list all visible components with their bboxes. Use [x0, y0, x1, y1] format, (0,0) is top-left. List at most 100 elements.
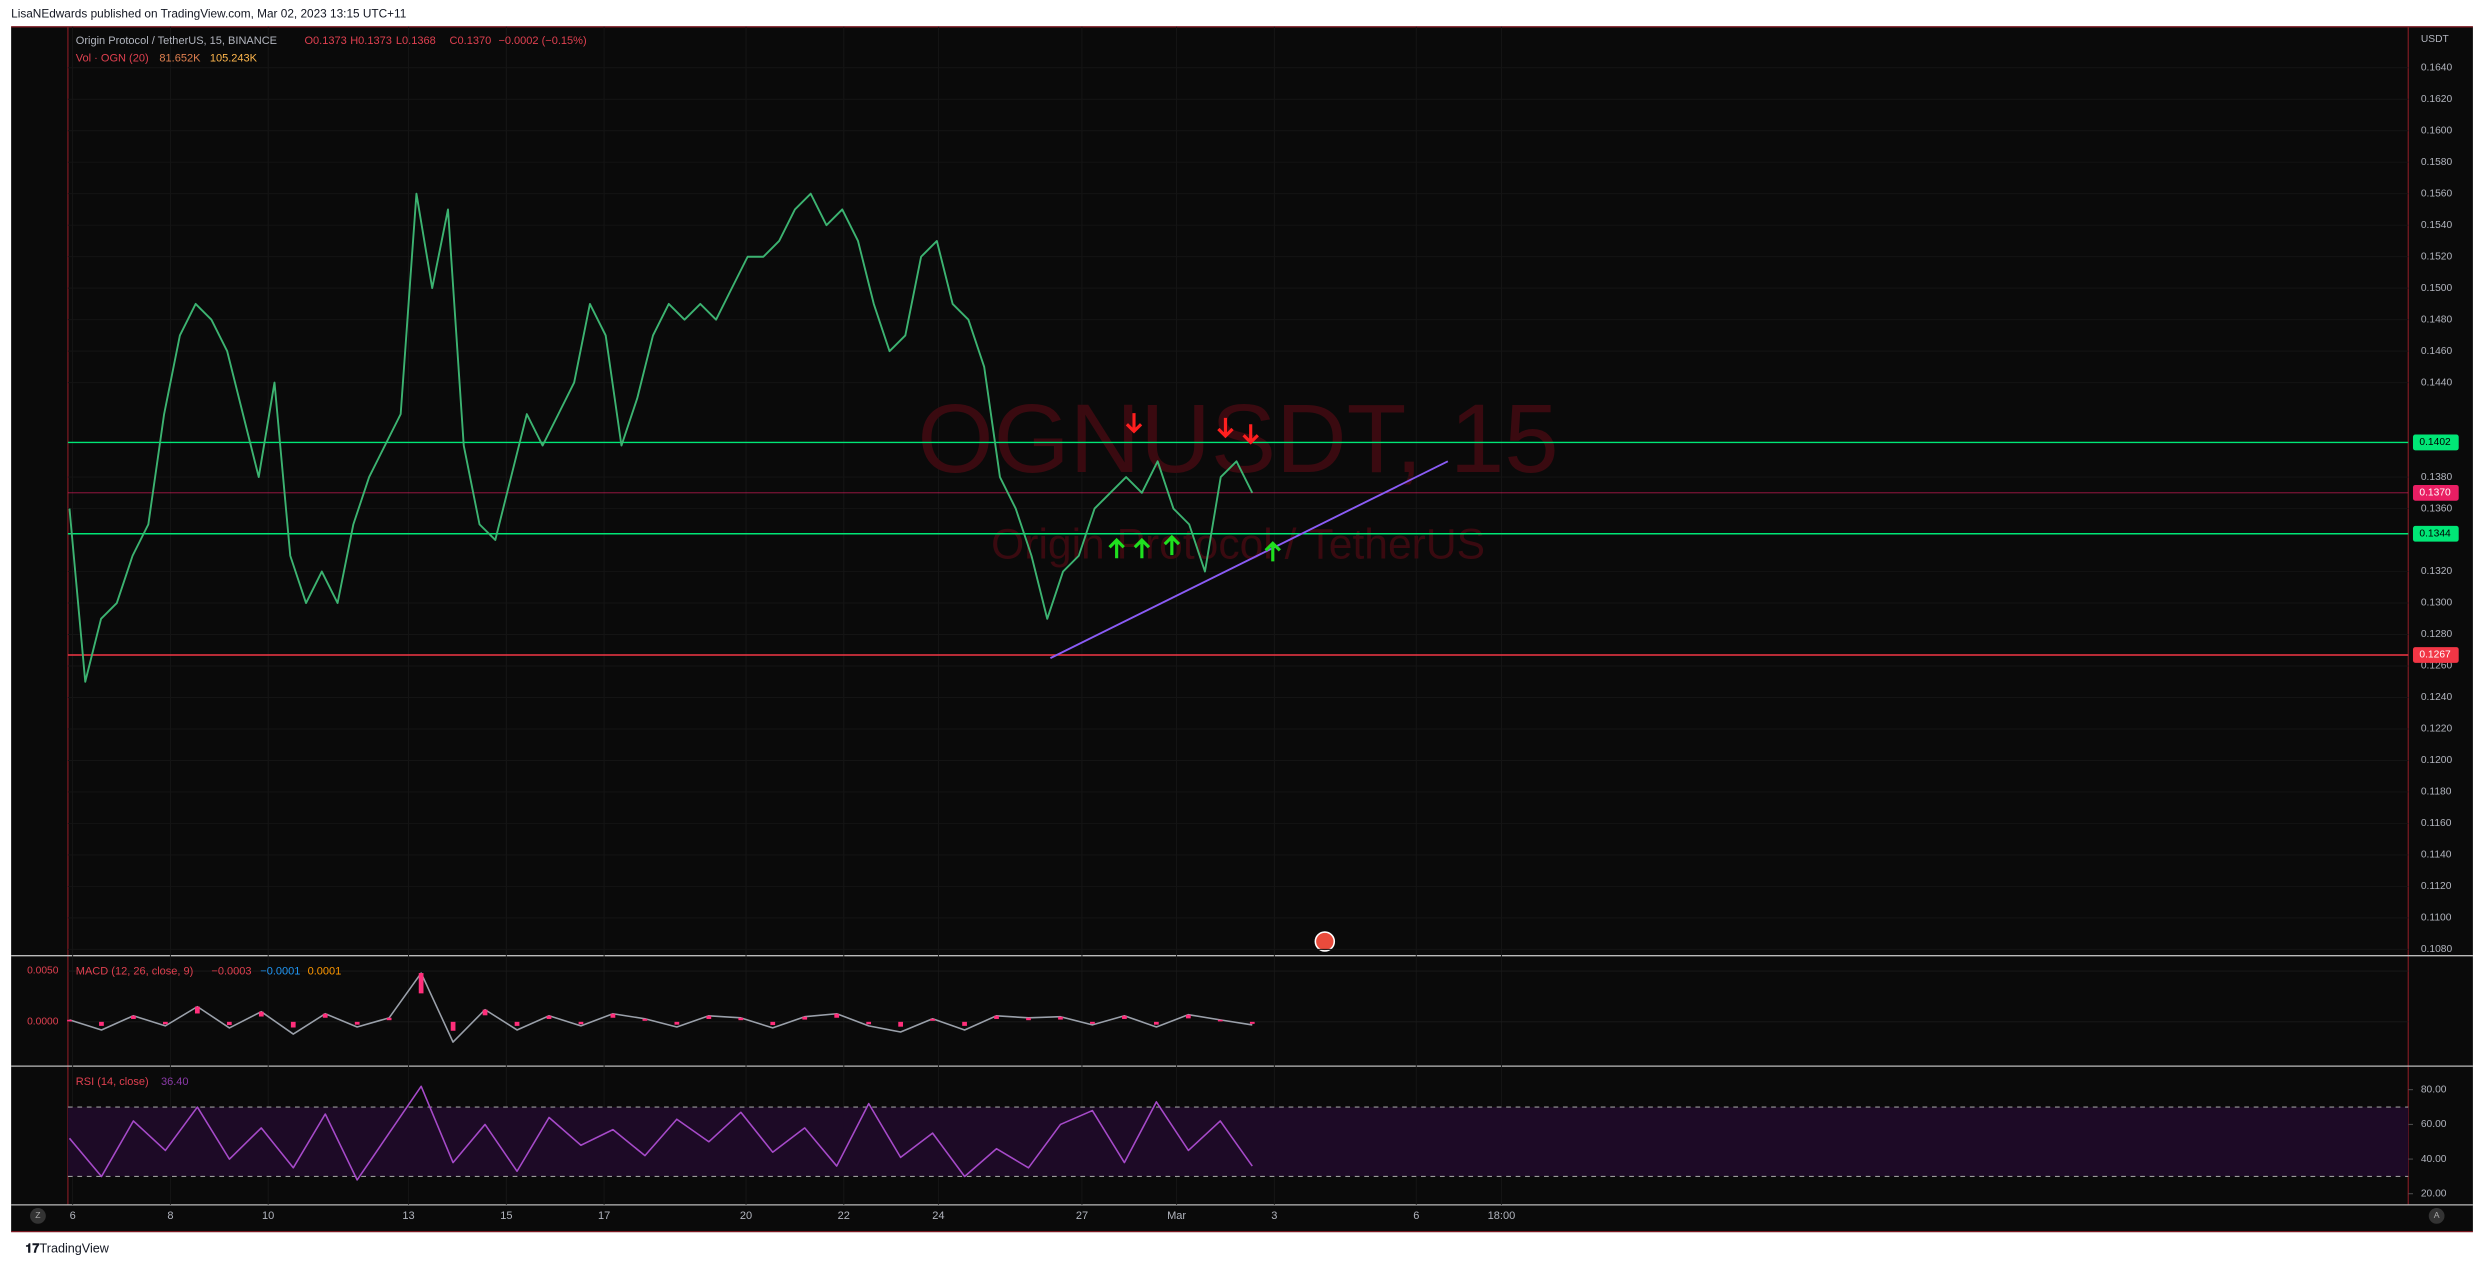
support-arrow: [1163, 534, 1181, 556]
auto-scale-button[interactable]: [2428, 1208, 2445, 1224]
publish-header: LisaNEdwards published on TradingView.co…: [11, 6, 406, 20]
macd-histogram-bar: [354, 1021, 360, 1025]
zoom-icon[interactable]: Z: [35, 1210, 41, 1220]
event-marker[interactable]: [1314, 931, 1336, 952]
x-tick-label: 6: [1413, 1210, 1419, 1222]
level-price-tag: [2412, 434, 2459, 451]
legend-text: −0.0002 (−0.15%): [498, 35, 586, 47]
y-tick-label: 0.1320: [2421, 566, 2453, 577]
legend-text: 81.652K: [159, 52, 201, 64]
rsi-tick-label: 80.00: [2421, 1084, 2447, 1095]
y-tick-label: 0.1260: [2421, 661, 2453, 672]
level-price-tag: [2412, 647, 2459, 663]
legend-text: O0.1373: [304, 35, 346, 47]
macd-histogram-bar: [258, 1011, 264, 1017]
macd-histogram-bar: [1026, 1017, 1031, 1021]
x-tick-label: 27: [1076, 1210, 1088, 1222]
level-price-label: 0.1344: [2419, 528, 2451, 539]
macd-histogram-bar: [898, 1021, 903, 1027]
macd-histogram-bar: [99, 1021, 104, 1026]
data-line: [68, 192, 1254, 683]
y-tick-label: 0.1640: [2421, 62, 2453, 73]
macd-histogram-bar: [163, 1021, 168, 1025]
level-price-label: 0.1370: [2419, 488, 2451, 499]
macd-histogram-bar: [194, 1006, 200, 1014]
rsi-tick-label: 60.00: [2421, 1119, 2447, 1130]
macd-histogram-bar: [1249, 1021, 1255, 1024]
macd-legend: −0.0001: [260, 965, 300, 977]
support-arrow: [1133, 537, 1151, 559]
macd-histogram-bar: [514, 1021, 520, 1026]
macd-histogram-bar: [386, 1017, 392, 1021]
currency-label: USDT: [2421, 34, 2450, 45]
watermark-name: Origin Protocol / TetherUS: [991, 520, 1485, 568]
y-tick-label: 0.1380: [2421, 472, 2453, 483]
y-tick-label: 0.1520: [2421, 251, 2453, 262]
watermark-symbol: OGNUSDT, 15: [918, 383, 1559, 493]
macd-histogram-bar: [226, 1021, 232, 1026]
macd-histogram-bar: [482, 1009, 488, 1016]
macd-histogram-bar: [1217, 1019, 1223, 1022]
macd-histogram-bar: [610, 1013, 616, 1018]
y-tick-label: 0.1140: [2421, 850, 2452, 861]
macd-tick-label: 0.0000: [27, 1017, 59, 1028]
x-tick-label: 15: [500, 1210, 512, 1222]
macd-histogram-bar: [546, 1015, 552, 1019]
macd-histogram-bar: [131, 1015, 136, 1019]
macd-histogram-bar: [578, 1021, 584, 1025]
footer-logo-mark: 𝟏𝟕: [25, 1241, 40, 1255]
y-tick-label: 0.1160: [2421, 818, 2452, 829]
x-tick-label: 18:00: [1488, 1210, 1516, 1222]
macd-histogram-bar: [866, 1021, 872, 1025]
chart-background: [11, 26, 2473, 1232]
macd-histogram-bar: [802, 1016, 808, 1020]
x-tick-label: Mar: [1167, 1210, 1186, 1222]
legend-text: C0.1370: [450, 35, 492, 47]
x-tick-label: 22: [838, 1210, 850, 1222]
y-tick-label: 0.1120: [2421, 881, 2452, 892]
x-tick-label: 3: [1271, 1210, 1277, 1222]
y-tick-label: 0.1080: [2421, 944, 2453, 955]
legend-text: H0.1373: [350, 35, 392, 47]
y-tick-label: 0.1280: [2421, 629, 2453, 640]
trendline: [1049, 460, 1449, 659]
rsi-legend: 36.40: [161, 1076, 189, 1088]
rsi-title: RSI (14, close): [76, 1076, 149, 1088]
x-tick-label: 10: [262, 1210, 274, 1222]
macd-histogram-bar: [67, 1019, 72, 1022]
rsi-tick-label: 40.00: [2421, 1154, 2447, 1165]
y-tick-label: 0.1480: [2421, 314, 2453, 325]
macd-histogram-bar: [738, 1017, 744, 1021]
resistance-arrow: [1217, 417, 1234, 439]
zoom-button[interactable]: [30, 1208, 46, 1224]
support-arrow: [1264, 541, 1281, 562]
macd-histogram-bar: [450, 1021, 456, 1031]
macd-tick-label: 0.0050: [27, 966, 59, 977]
y-tick-label: 0.1100: [2421, 913, 2452, 924]
y-tick-label: 0.1460: [2421, 346, 2453, 357]
legend-text: L0.1368: [396, 35, 436, 47]
auto-scale-icon[interactable]: A: [2434, 1210, 2440, 1220]
macd-histogram-bar: [674, 1021, 680, 1025]
y-tick-label: 0.1620: [2421, 94, 2453, 105]
macd-histogram-bar: [1122, 1015, 1127, 1019]
x-tick-label: 8: [167, 1210, 173, 1222]
level-price-tag: [2412, 484, 2459, 501]
macd-histogram-bar: [834, 1013, 840, 1018]
legend-text: 105.243K: [210, 52, 258, 64]
macd-histogram-bar: [1185, 1014, 1191, 1019]
legend-text: Vol · OGN (20): [76, 52, 149, 64]
y-tick-label: 0.1240: [2421, 692, 2453, 703]
macd-histogram-bar: [1154, 1021, 1159, 1025]
macd-histogram-bar: [322, 1013, 328, 1018]
data-line: [68, 1085, 1253, 1181]
rsi-band: [67, 1107, 2409, 1177]
macd-histogram-bar: [642, 1018, 648, 1021]
footer-brand: TradingView: [40, 1241, 110, 1255]
macd-histogram-bar: [962, 1021, 967, 1026]
x-tick-label: 17: [598, 1210, 610, 1222]
macd-histogram-bar: [994, 1015, 999, 1019]
level-price-label: 0.1402: [2419, 437, 2451, 448]
macd-legend: 0.0001: [308, 965, 342, 977]
support-arrow: [1108, 537, 1125, 559]
